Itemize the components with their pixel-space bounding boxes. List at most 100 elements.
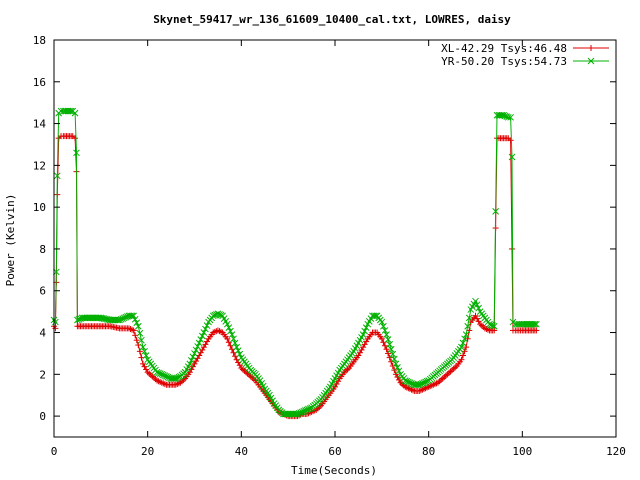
data-point <box>385 350 392 357</box>
data-point <box>588 45 594 51</box>
data-point <box>225 339 232 346</box>
legend-entry-xl: XL-42.29 Tsys:46.48 <box>441 42 567 55</box>
data-point <box>197 336 205 343</box>
y-tick-label: 18 <box>33 34 46 47</box>
data-point <box>236 350 244 358</box>
x-tick-label: 40 <box>235 445 248 458</box>
data-point <box>136 329 144 337</box>
data-point <box>531 320 539 328</box>
data-point <box>389 350 397 358</box>
data-point <box>138 336 145 344</box>
data-point <box>134 322 142 330</box>
data-point <box>473 301 481 309</box>
data-point <box>489 322 497 329</box>
data-point <box>587 57 595 65</box>
data-point <box>131 315 139 323</box>
data-point <box>139 343 147 351</box>
data-point <box>394 363 401 371</box>
data-point <box>186 360 194 368</box>
y-tick-label: 0 <box>39 410 46 423</box>
data-point <box>194 343 201 350</box>
data-point <box>392 360 400 368</box>
data-point <box>127 312 134 320</box>
data-point <box>362 324 370 332</box>
data-point <box>390 355 398 363</box>
data-point <box>386 354 393 361</box>
data-point <box>133 337 140 344</box>
data-point <box>202 325 209 333</box>
series-0 <box>51 133 540 420</box>
data-point <box>359 331 367 338</box>
data-point <box>465 314 473 322</box>
data-point <box>370 312 378 320</box>
data-point <box>306 405 314 412</box>
data-point <box>53 172 61 180</box>
plot-area <box>50 107 540 420</box>
data-point <box>71 109 79 117</box>
data-point <box>458 356 465 363</box>
data-point <box>507 137 514 144</box>
legend-entry-yr: YR-50.20 Tsys:54.73 <box>441 55 567 68</box>
data-point <box>189 353 197 361</box>
y-tick-label: 2 <box>39 368 46 381</box>
data-point <box>225 324 233 332</box>
data-point <box>472 297 479 305</box>
data-point <box>508 153 516 161</box>
data-point <box>492 207 499 215</box>
data-point <box>231 339 239 347</box>
data-point <box>389 362 396 369</box>
data-point <box>130 312 137 320</box>
data-point <box>533 327 540 334</box>
data-point <box>460 352 467 359</box>
data-point <box>491 327 498 334</box>
data-point <box>475 304 482 312</box>
data-point <box>72 135 79 142</box>
data-point <box>381 342 388 349</box>
legend: XL-42.29 Tsys:46.48 YR-50.20 Tsys:54.73 <box>441 42 609 68</box>
data-point <box>233 343 241 351</box>
data-point <box>533 320 540 328</box>
y-tick-label: 6 <box>39 285 46 298</box>
y-tick-label: 10 <box>33 201 46 214</box>
data-point <box>459 339 467 347</box>
data-point <box>142 352 150 359</box>
data-point <box>378 335 385 342</box>
data-point <box>192 346 200 354</box>
data-point <box>223 320 231 328</box>
data-point <box>175 373 183 381</box>
data-point <box>458 343 465 351</box>
data-point <box>203 322 211 329</box>
data-point <box>381 327 389 334</box>
data-point <box>395 367 403 375</box>
data-point <box>504 113 512 121</box>
y-axis-ticks: 0 2 4 6 8 10 12 14 16 18 <box>33 34 616 423</box>
data-point <box>529 320 537 328</box>
data-point <box>224 335 231 342</box>
y-tick-label: 16 <box>33 76 46 89</box>
y-tick-label: 12 <box>33 159 46 172</box>
data-point <box>67 107 75 115</box>
x-tick-label: 0 <box>51 445 58 458</box>
data-point <box>462 331 470 338</box>
data-point <box>461 335 468 343</box>
data-point <box>191 350 198 357</box>
data-point <box>130 327 137 334</box>
y-axis-label: Power (Kelvin) <box>4 194 17 287</box>
data-point <box>200 329 208 336</box>
data-point <box>230 335 237 343</box>
data-point <box>195 339 203 347</box>
data-point <box>490 322 498 330</box>
data-point <box>141 347 148 355</box>
x-tick-label: 60 <box>328 445 341 458</box>
x-tick-label: 80 <box>422 445 435 458</box>
data-point <box>384 336 392 343</box>
data-point <box>509 245 516 252</box>
y-tick-label: 4 <box>39 327 46 340</box>
data-point <box>136 348 143 355</box>
data-point <box>386 341 393 348</box>
x-tick-label: 100 <box>512 445 532 458</box>
chart-title: Skynet_59417_wr_136_61609_10400_cal.txt,… <box>153 13 511 26</box>
data-point <box>52 325 59 332</box>
x-axis-ticks: 0 20 40 60 80 100 120 <box>51 40 626 458</box>
data-point <box>383 331 390 338</box>
